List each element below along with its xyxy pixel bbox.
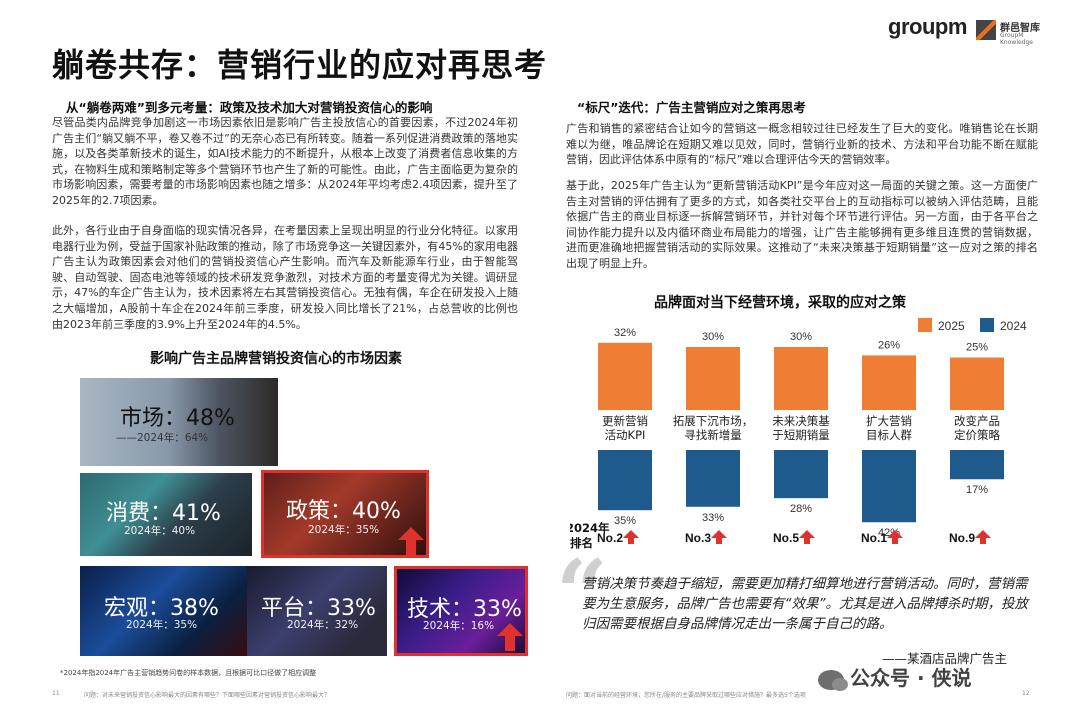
rank-caption-line2: 排名 — [570, 536, 593, 550]
quote-author: ——某酒店品牌广告主 — [882, 651, 1008, 666]
value-label-2024: 35% — [614, 515, 636, 527]
value-label-2024: 33% — [702, 512, 724, 524]
rank-caption-line1: 2024年 — [570, 521, 610, 535]
factor-main: 平台：33% — [261, 596, 376, 621]
category-label: 更新营销 — [602, 414, 648, 428]
factor-main: 市场：48% — [120, 406, 235, 431]
right-subtitle: “标尺”迭代：广告主营销应对之策再思考 — [577, 100, 806, 115]
measures-chart: 2025 2024 32% 更新营销活动KPI 35% No.2 30% 拓展下沉市场，寻找新… — [570, 318, 1027, 550]
factor-main: 宏观：38% — [104, 596, 219, 621]
rank-label: No.1 — [861, 531, 887, 545]
legend-label-2024: 2024 — [1000, 319, 1027, 333]
qunyi-logo-icon — [976, 20, 996, 40]
right-page-number: 12 — [1022, 690, 1030, 697]
rank-label: No.9 — [949, 531, 975, 545]
chart-title: 品牌面对当下经营环境，采取的应对之策 — [654, 295, 906, 311]
up-arrow-icon — [711, 530, 727, 544]
bar-2025 — [774, 347, 828, 410]
right-question-note: 问题：面对当前的经营环境，您所在/服务的主要品牌采取过哪些应对措施？最多选5个选… — [566, 692, 806, 699]
factor-main: 消费：41% — [106, 501, 221, 526]
factor-tile-market: 市场：48% ——2024年：64% — [80, 378, 278, 466]
factor-tile-platform: 平台：33% 2024年：32% — [247, 566, 387, 656]
bar-2024 — [862, 450, 916, 523]
left-paragraph-1: 尽管品类内品牌竞争加剧这一市场因素依旧是影响广告主投放信心的首要因素，不过202… — [52, 116, 518, 207]
category-label: 目标人群 — [866, 428, 912, 442]
up-arrow-icon — [887, 530, 903, 544]
category-label: 活动KPI — [605, 428, 646, 442]
category-label: 定价策略 — [954, 428, 1000, 442]
left-page-number: 11 — [52, 690, 60, 697]
rank-label: No.3 — [685, 531, 711, 545]
value-label-2024: 28% — [790, 503, 812, 515]
legend-swatch-2025 — [918, 318, 932, 332]
factor-tile-consume: 消费：41% 2024年：40% — [80, 473, 252, 556]
up-arrow-icon — [623, 530, 639, 544]
quote-mark-icon: “ — [556, 540, 608, 646]
factor-prev: 2024年：40% — [124, 525, 196, 537]
bar-2025 — [686, 347, 740, 410]
category-label: 改变产品 — [954, 414, 1000, 428]
factor-tile-tech: 技术：33% 2024年：16% — [394, 566, 528, 656]
value-label-2025: 32% — [614, 327, 636, 339]
qunyi-logo-en: GroupM Knowledge — [1000, 32, 1033, 46]
up-arrow-icon — [975, 530, 991, 544]
value-label-2025: 30% — [790, 331, 812, 343]
value-label-2025: 30% — [702, 331, 724, 343]
bar-2024 — [774, 450, 828, 499]
watermark-text: 公众号 · 侠说 — [850, 666, 972, 690]
left-question-note: 问题：对未来营销投资信心影响最大的因素有哪些？下面哪些因素对营销投资信心影响最大… — [84, 692, 331, 699]
rank-label: No.5 — [773, 531, 799, 545]
value-label-2025: 25% — [966, 342, 988, 354]
right-paragraph-1: 广告和销售的紧密结合让如今的营销这一概念相较过往已经发生了巨大的变化。唯销售论在… — [566, 122, 1038, 167]
factor-main: 政策：40% — [286, 499, 401, 524]
factor-tile-policy: 政策：40% 2024年：35% — [261, 470, 429, 558]
category-label: 寻找新增量 — [684, 428, 742, 442]
wechat-icon — [818, 669, 848, 691]
factor-tile-macro: 宏观：38% 2024年：35% — [80, 566, 252, 656]
factor-main: 技术：33% — [407, 597, 522, 622]
left-footnote: *2024年指2024年广告主营销趋势问卷的样本数据，且根据可比口径做了相应调整 — [60, 669, 317, 677]
category-label: 拓展下沉市场， — [673, 414, 754, 428]
category-label: 未来决策基 — [772, 414, 830, 428]
page-title: 躺卷共存：营销行业的应对再思考 — [52, 46, 548, 84]
qunyi-logo-cn: 群邑智库 — [1000, 23, 1040, 34]
bar-2025 — [862, 355, 916, 410]
legend-swatch-2024 — [980, 318, 994, 332]
quote-text: 营销决策节奏趋于缩短，需要更加精打细算地进行营销活动。同时，营销需要为生意服务，… — [582, 576, 1028, 632]
bar-2024 — [598, 450, 652, 511]
legend-label-2025: 2025 — [938, 319, 965, 333]
value-label-2024: 17% — [966, 484, 988, 496]
up-arrow-icon — [398, 527, 424, 555]
right-paragraph-2: 基于此，2025年广告主认为“更新营销活动KPI”是今年应对这一局面的关键之策。… — [566, 179, 1038, 270]
value-label-2025: 26% — [878, 339, 900, 351]
wechat-watermark: 公众号 · 侠说 — [818, 662, 972, 691]
up-arrow-icon — [799, 530, 815, 544]
category-label: 扩大营销 — [866, 414, 912, 428]
factor-prev: 2024年：32% — [287, 619, 359, 631]
factor-prev: 2024年：16% — [423, 620, 495, 632]
bar-2024 — [950, 450, 1004, 480]
groupm-logo: groupm — [888, 14, 967, 39]
up-arrow-icon — [497, 623, 523, 651]
bar-2024 — [686, 450, 740, 507]
bar-2025 — [598, 342, 652, 410]
rank-label: No.2 — [597, 531, 623, 545]
left-paragraph-2: 此外，各行业由于自身面临的现实情况各异，在考量因素上呈现出明显的行业分化特征。以… — [52, 224, 518, 331]
factor-prev: 2024年：35% — [308, 524, 380, 536]
left-subtitle: 从“躺卷两难”到多元考量：政策及技术加大对营销投资信心的影响 — [66, 100, 433, 115]
factors-title: 影响广告主品牌营销投资信心的市场因素 — [150, 351, 402, 367]
qunyi-logo: 群邑智库 GroupM Knowledge — [976, 18, 1042, 46]
factor-prev: ——2024年：64% — [116, 432, 209, 444]
category-label: 于短期销量 — [772, 428, 830, 442]
bar-2025 — [950, 357, 1004, 410]
factor-prev: 2024年：35% — [126, 619, 198, 631]
